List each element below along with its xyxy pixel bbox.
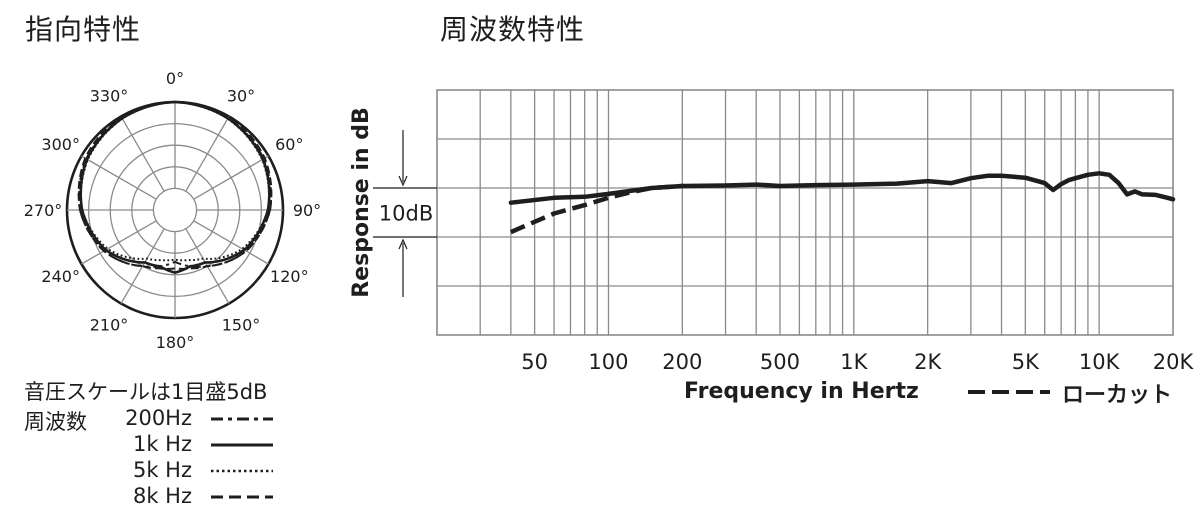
polar-grid-spoke xyxy=(193,220,269,265)
polar-angle-label: 150° xyxy=(222,315,261,334)
y-axis-label: Response in dB xyxy=(349,107,374,298)
x-tick-label: 100 xyxy=(588,350,628,374)
polar-angle-label: 30° xyxy=(227,87,255,106)
polar-angle-label: 270° xyxy=(24,201,63,220)
x-tick-label: 50 xyxy=(521,350,548,374)
scale-annotation: 10dB xyxy=(379,202,433,226)
polar-angle-label: 120° xyxy=(270,267,309,286)
polar-grid-spoke xyxy=(185,116,230,192)
plot-frame xyxy=(436,89,1174,336)
polar-grid-spoke xyxy=(81,220,157,265)
polar-title: 指向特性 xyxy=(25,13,142,46)
polar-legend-heading: 周波数 xyxy=(24,410,87,434)
polar-angle-label: 90° xyxy=(293,201,321,220)
polar-angle-label: 180° xyxy=(156,333,195,352)
polar-series-8khz xyxy=(77,101,273,270)
polar-legend-label-200hz: 200Hz xyxy=(125,406,192,430)
polar-grid-spoke xyxy=(120,228,165,304)
frequency-title: 周波数特性 xyxy=(440,13,586,46)
polar-angle-label: 300° xyxy=(41,135,80,154)
x-tick-label: 1K xyxy=(840,350,868,374)
polar-grid-ring xyxy=(152,187,198,233)
lowcut-curve xyxy=(510,183,683,235)
response-curve xyxy=(508,171,1176,205)
x-tick-label: 2K xyxy=(914,350,942,374)
polar-scale-note: 音圧スケールは1目盛5dB xyxy=(24,380,268,404)
polar-legend-label-5khz: 5k Hz xyxy=(132,458,192,482)
polar-legend-swatches xyxy=(211,417,273,499)
polar-angle-label: 330° xyxy=(90,87,129,106)
polar-grid-spoke xyxy=(193,155,269,200)
polar-grid-spoke xyxy=(81,155,157,200)
x-tick-label: 5K xyxy=(1012,350,1040,374)
frequency-response-chart: 50 100 200 500 1K 2K 5K 10K 20K Response in dB 10d… xyxy=(349,89,1195,374)
polar-series-1khz xyxy=(79,100,271,274)
x-tick-label: 10K xyxy=(1079,350,1121,374)
polar-angle-label: 240° xyxy=(41,267,80,286)
lowcut-legend-swatch xyxy=(968,390,1050,394)
polar-grid-spoke xyxy=(120,116,165,192)
polar-pattern-chart: 0° 30° 60° 90° 120° 150° 180° 210° 240° 270° 300° 3… xyxy=(24,69,321,352)
lowcut-legend-label: ローカット xyxy=(1062,383,1173,408)
polar-angle-label: 210° xyxy=(90,315,129,334)
scale-arrowhead-bottom xyxy=(398,238,408,250)
polar-angle-label: 0° xyxy=(166,69,184,88)
polar-legend-label-1khz: 1k Hz xyxy=(132,432,192,456)
x-tick-label: 500 xyxy=(760,350,800,374)
polar-angle-label: 60° xyxy=(275,135,303,154)
x-axis-label: Frequency in Hertz xyxy=(684,379,919,404)
polar-legend-label-8khz: 8k Hz xyxy=(132,484,192,508)
scale-arrowhead-top xyxy=(398,175,408,187)
x-tick-label: 20K xyxy=(1153,350,1195,374)
x-tick-label: 200 xyxy=(662,350,702,374)
